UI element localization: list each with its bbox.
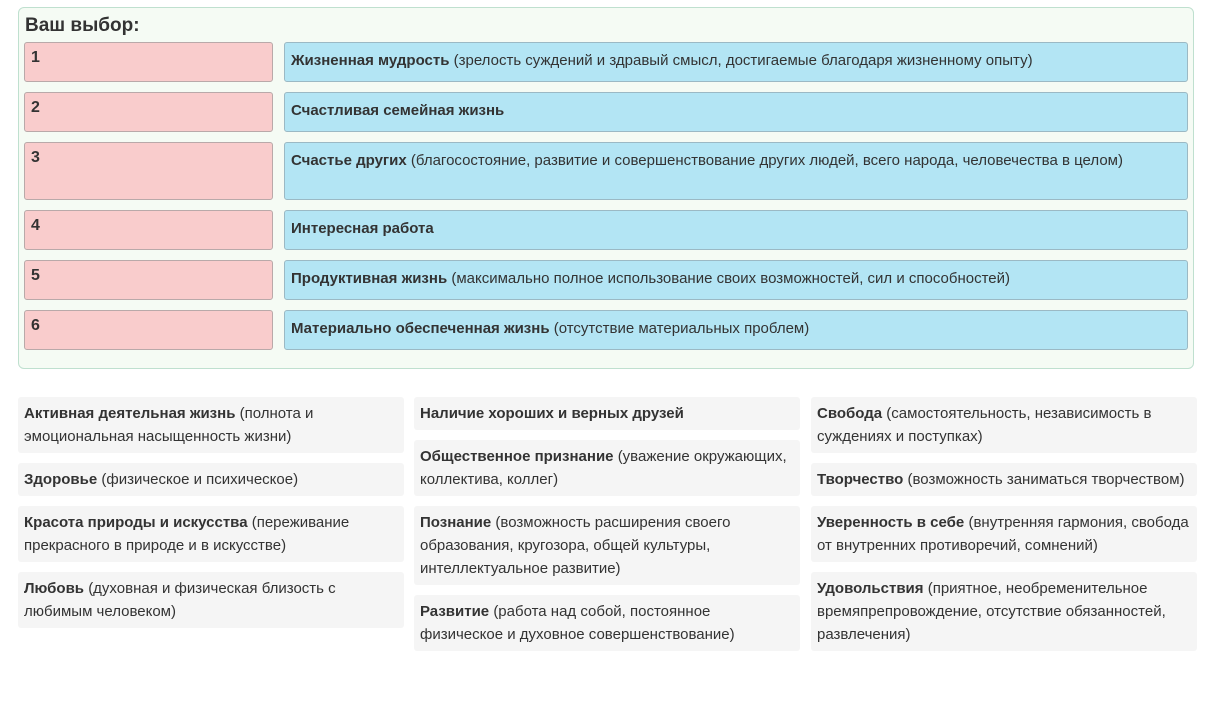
ranking-row: 3 Счастье других (благосостояние, развит…: [24, 142, 1188, 200]
value-option-card[interactable]: Познание (возможность расширения своего …: [414, 506, 800, 585]
value-name: Интересная работа: [291, 220, 434, 237]
ranking-row: 2 Счастливая семейная жизнь: [24, 92, 1188, 132]
rank-number: 5: [31, 267, 40, 284]
selected-value[interactable]: Материально обеспеченная жизнь (отсутств…: [284, 310, 1188, 350]
value-option-card[interactable]: Любовь (духовная и физическая близость с…: [18, 572, 404, 628]
ranking-row: 4 Интересная работа: [24, 210, 1188, 250]
value-description: (полнота и эмоциональная насыщенность жи…: [24, 405, 314, 445]
rank-slot[interactable]: 1: [24, 42, 273, 82]
rank-slot[interactable]: 2: [24, 92, 273, 132]
value-name: Удовольствия: [817, 580, 924, 597]
value-description: (уважение окружающих, коллектива, коллег…: [420, 448, 787, 488]
rank-number: 6: [31, 317, 40, 334]
options-column-1: Активная деятельная жизнь (полнота и эмо…: [18, 397, 404, 628]
value-name: Любовь: [24, 580, 85, 597]
selected-value[interactable]: Продуктивная жизнь (максимально полное и…: [284, 260, 1188, 300]
rank-slot[interactable]: 3: [24, 142, 273, 200]
rank-number: 2: [31, 99, 40, 116]
value-name: Развитие: [420, 603, 490, 620]
rank-number: 4: [31, 217, 40, 234]
options-column-3: Свобода (самостоятельность, независимост…: [811, 397, 1197, 651]
rank-number: 1: [31, 49, 40, 66]
value-description: (возможность заниматься творчеством): [907, 471, 1185, 488]
rank-slot[interactable]: 6: [24, 310, 273, 350]
value-name: Общественное признание: [420, 448, 614, 465]
ranking-row: 6 Материально обеспеченная жизнь (отсутс…: [24, 310, 1188, 350]
value-option-card[interactable]: Общественное признание (уважение окружаю…: [414, 440, 800, 496]
rank-number: 3: [31, 149, 40, 166]
options-column-2: Наличие хороших и верных друзей Обществе…: [414, 397, 800, 651]
selected-value[interactable]: Жизненная мудрость (зрелость суждений и …: [284, 42, 1188, 82]
value-option-card[interactable]: Творчество (возможность заниматься творч…: [811, 463, 1197, 496]
value-name: Продуктивная жизнь: [291, 270, 448, 287]
value-name: Счастливая семейная жизнь: [291, 102, 505, 119]
rank-slot[interactable]: 5: [24, 260, 273, 300]
selection-panel: Ваш выбор: 1 Жизненная мудрость (зрелост…: [18, 7, 1194, 369]
selected-value[interactable]: Счастливая семейная жизнь: [284, 92, 1188, 132]
value-name: Здоровье: [24, 471, 98, 488]
value-description: (духовная и физическая близость с любимы…: [24, 580, 336, 620]
value-description: (благосостояние, развитие и совершенство…: [410, 152, 1123, 169]
value-description: (внутренняя гармония, свобода от внутрен…: [817, 514, 1189, 554]
value-option-card[interactable]: Наличие хороших и верных друзей: [414, 397, 800, 430]
selected-value[interactable]: Счастье других (благосостояние, развитие…: [284, 142, 1188, 200]
value-description: (возможность расширения своего образован…: [420, 514, 731, 577]
value-description: (приятное, необременительное времяпрепро…: [817, 580, 1166, 643]
value-option-card[interactable]: Свобода (самостоятельность, независимост…: [811, 397, 1197, 453]
ranking-row: 5 Продуктивная жизнь (максимально полное…: [24, 260, 1188, 300]
value-option-card[interactable]: Здоровье (физическое и психическое): [18, 463, 404, 496]
value-name: Материально обеспеченная жизнь: [291, 320, 550, 337]
value-name: Активная деятельная жизнь: [24, 405, 236, 422]
rank-slot[interactable]: 4: [24, 210, 273, 250]
value-option-card[interactable]: Уверенность в себе (внутренняя гармония,…: [811, 506, 1197, 562]
value-description: (отсутствие материальных проблем): [553, 320, 810, 337]
value-name: Уверенность в себе: [817, 514, 965, 531]
selection-title: Ваш выбор:: [25, 15, 140, 36]
value-option-card[interactable]: Развитие (работа над собой, постоянное ф…: [414, 595, 800, 651]
value-name: Счастье других: [291, 152, 407, 169]
value-description: (работа над собой, постоянное физическое…: [420, 603, 735, 643]
value-name: Красота природы и искусства: [24, 514, 248, 531]
value-name: Познание: [420, 514, 492, 531]
ranking-row: 1 Жизненная мудрость (зрелость суждений …: [24, 42, 1188, 82]
value-description: (зрелость суждений и здравый смысл, дост…: [453, 52, 1033, 69]
value-option-card[interactable]: Красота природы и искусства (переживание…: [18, 506, 404, 562]
value-name: Творчество: [817, 471, 904, 488]
selected-value[interactable]: Интересная работа: [284, 210, 1188, 250]
value-option-card[interactable]: Удовольствия (приятное, необременительно…: [811, 572, 1197, 651]
value-description: (самостоятельность, независимость в сужд…: [817, 405, 1152, 445]
value-name: Свобода: [817, 405, 883, 422]
value-description: (максимально полное использование своих …: [451, 270, 1010, 287]
value-description: (физическое и психическое): [101, 471, 299, 488]
value-name: Наличие хороших и верных друзей: [420, 405, 684, 422]
value-name: Жизненная мудрость: [291, 52, 450, 69]
value-option-card[interactable]: Активная деятельная жизнь (полнота и эмо…: [18, 397, 404, 453]
value-description: (переживание прекрасного в природе и в и…: [24, 514, 350, 554]
